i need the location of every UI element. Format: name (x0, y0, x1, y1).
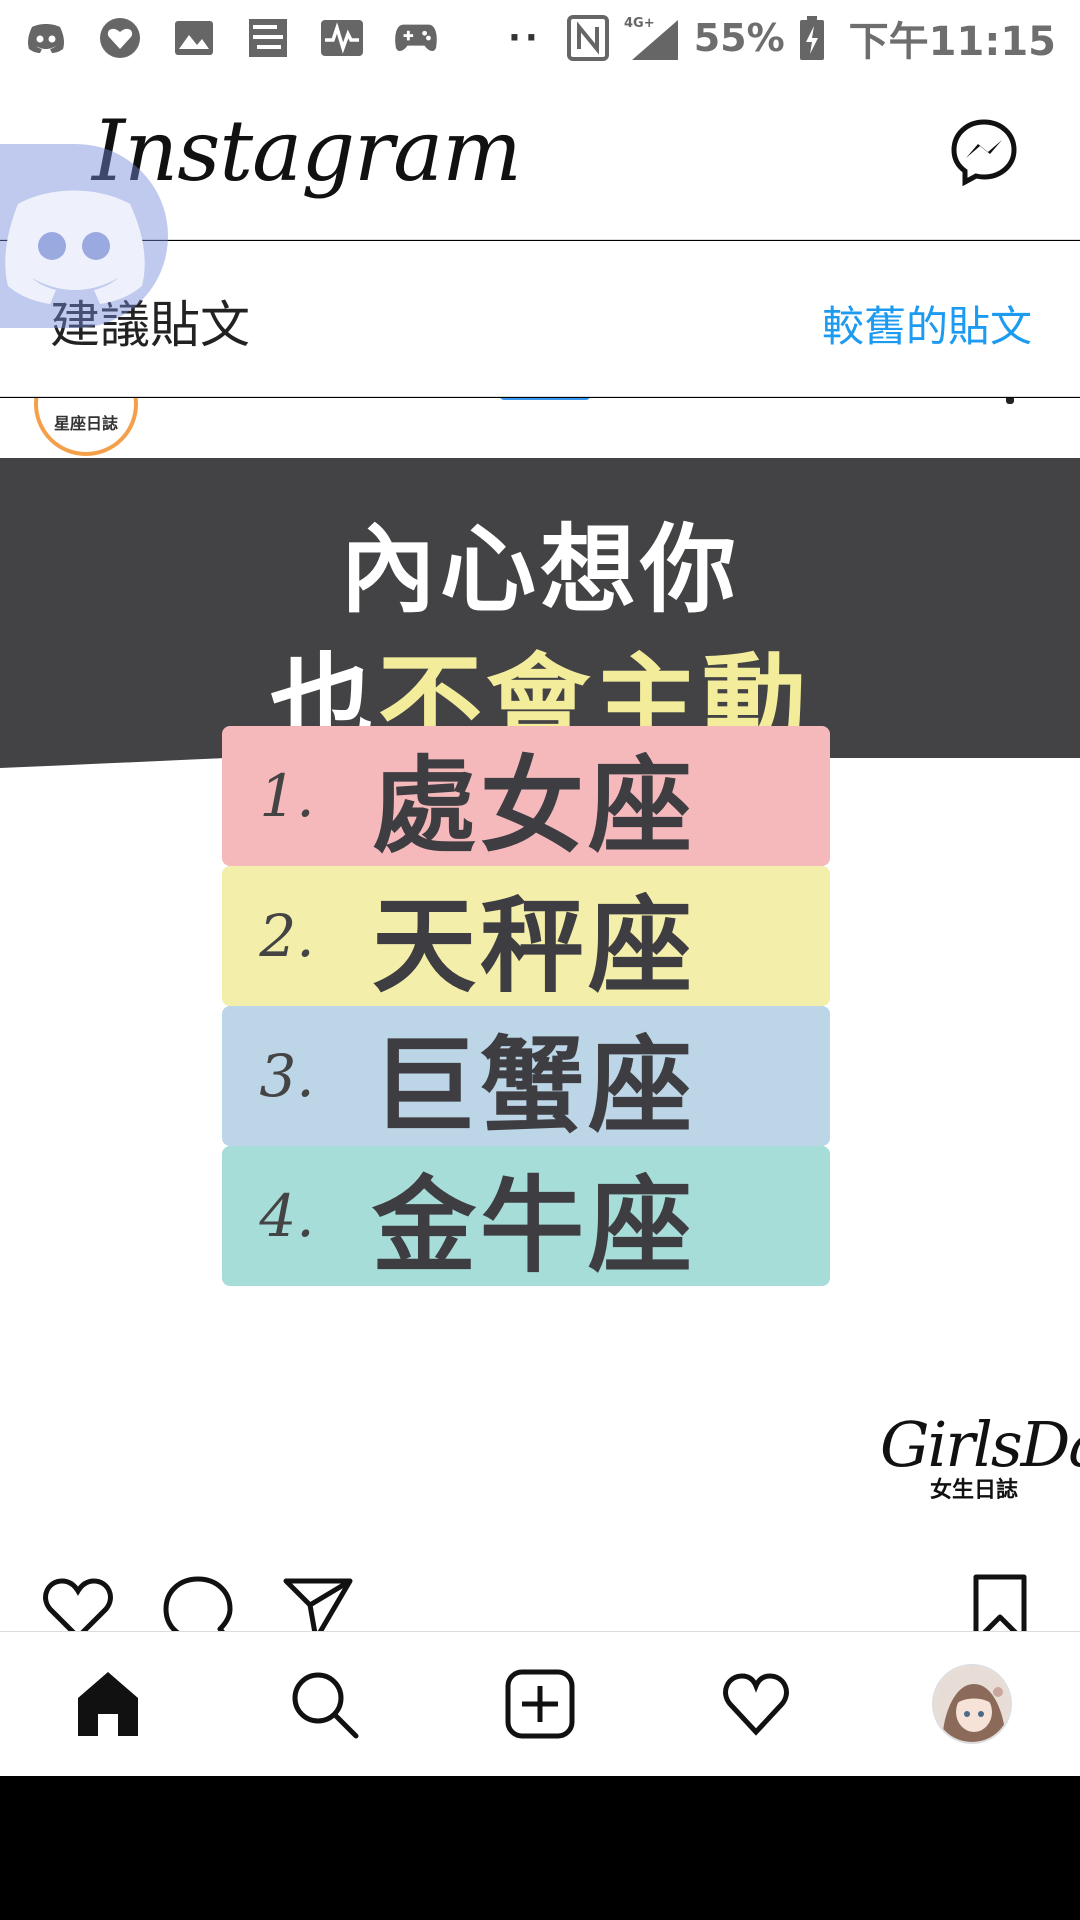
brand-sub: 女生日誌 (930, 1478, 1019, 1503)
notification-icons: ·· (24, 16, 542, 60)
follow-link[interactable] (500, 398, 590, 400)
discord-floating-bubble[interactable] (0, 144, 168, 328)
home-icon[interactable] (70, 1666, 146, 1742)
image-icon (172, 16, 216, 60)
bottom-nav (0, 1631, 1080, 1776)
activity-heart-icon[interactable] (718, 1666, 794, 1742)
brand-script: GirlsDays (880, 1408, 1080, 1481)
instagram-logo[interactable]: Instagram (92, 102, 522, 200)
signal-icon: 4G+ (624, 16, 680, 60)
post-banner: 內心想你 也不會主動 (0, 458, 1080, 764)
ranking-number: 2. (259, 902, 315, 970)
ranking-card: 4. 金牛座 (222, 1146, 830, 1287)
suggested-posts-bar: 建議貼文 較舊的貼文 (0, 241, 1080, 397)
ranking-sign: 天秤座 (372, 884, 697, 1007)
ranking-card: 1. 處女座 (222, 726, 830, 867)
pulse-icon (320, 16, 364, 60)
older-posts-link[interactable]: 較舊的貼文 (821, 302, 1032, 351)
heart-app-icon (98, 16, 142, 60)
status-bar: ·· 4G+ 55% 下午11:15 (0, 0, 1080, 76)
post-action-row (0, 1533, 1080, 1631)
puzzle-icon (246, 16, 290, 60)
discord-icon (24, 16, 68, 60)
ranking-sign: 巨蟹座 (372, 1024, 697, 1147)
messenger-icon[interactable] (948, 116, 1020, 188)
ranking-number: 1. (259, 762, 315, 830)
send-icon[interactable] (280, 1571, 356, 1631)
headline-line-1: 內心想你 (340, 514, 740, 626)
app-header: Instagram (0, 76, 1080, 240)
account-avatar[interactable]: 星座日誌 (34, 398, 138, 456)
network-label: 4G+ (624, 16, 655, 31)
discord-icon (5, 190, 145, 304)
ranking-number: 3. (259, 1042, 315, 1110)
system-navigation-strip (0, 1776, 1080, 1920)
battery-percent: 55% (693, 16, 785, 60)
suggested-posts-title: 建議貼文 (50, 296, 250, 354)
system-indicators: 4G+ 55% 下午11:15 (566, 9, 1056, 67)
brand-watermark: GirlsDays 女生日誌 (880, 1408, 1080, 1518)
comment-icon[interactable] (160, 1571, 236, 1631)
add-post-icon[interactable] (502, 1666, 578, 1742)
more-dots-icon: ·· (508, 18, 542, 58)
clock: 下午11:15 (848, 19, 1056, 65)
profile-avatar[interactable] (932, 1664, 1012, 1744)
battery-icon (799, 16, 825, 60)
ranking-number: 4. (259, 1182, 315, 1250)
more-options-icon[interactable] (1006, 398, 1014, 404)
heart-icon[interactable] (40, 1571, 116, 1631)
ranking-card: 3. 巨蟹座 (222, 1006, 830, 1147)
ranking-sign: 處女座 (372, 744, 697, 867)
account-avatar-text: 星座日誌 (53, 414, 118, 433)
ranking-card: 2. 天秤座 (222, 866, 830, 1007)
post-image[interactable]: 內心想你 也不會主動 1. 處女座 2. 天秤座 3. 巨蟹座 4. 金牛座 GirlsDay… (0, 458, 1080, 1533)
gamepad-icon (394, 16, 438, 60)
search-icon[interactable] (286, 1666, 362, 1742)
post-header: 星座日誌 (0, 398, 1080, 458)
nfc-icon (566, 15, 610, 61)
ranking-sign: 金牛座 (372, 1164, 697, 1287)
bookmark-icon[interactable] (962, 1571, 1038, 1631)
